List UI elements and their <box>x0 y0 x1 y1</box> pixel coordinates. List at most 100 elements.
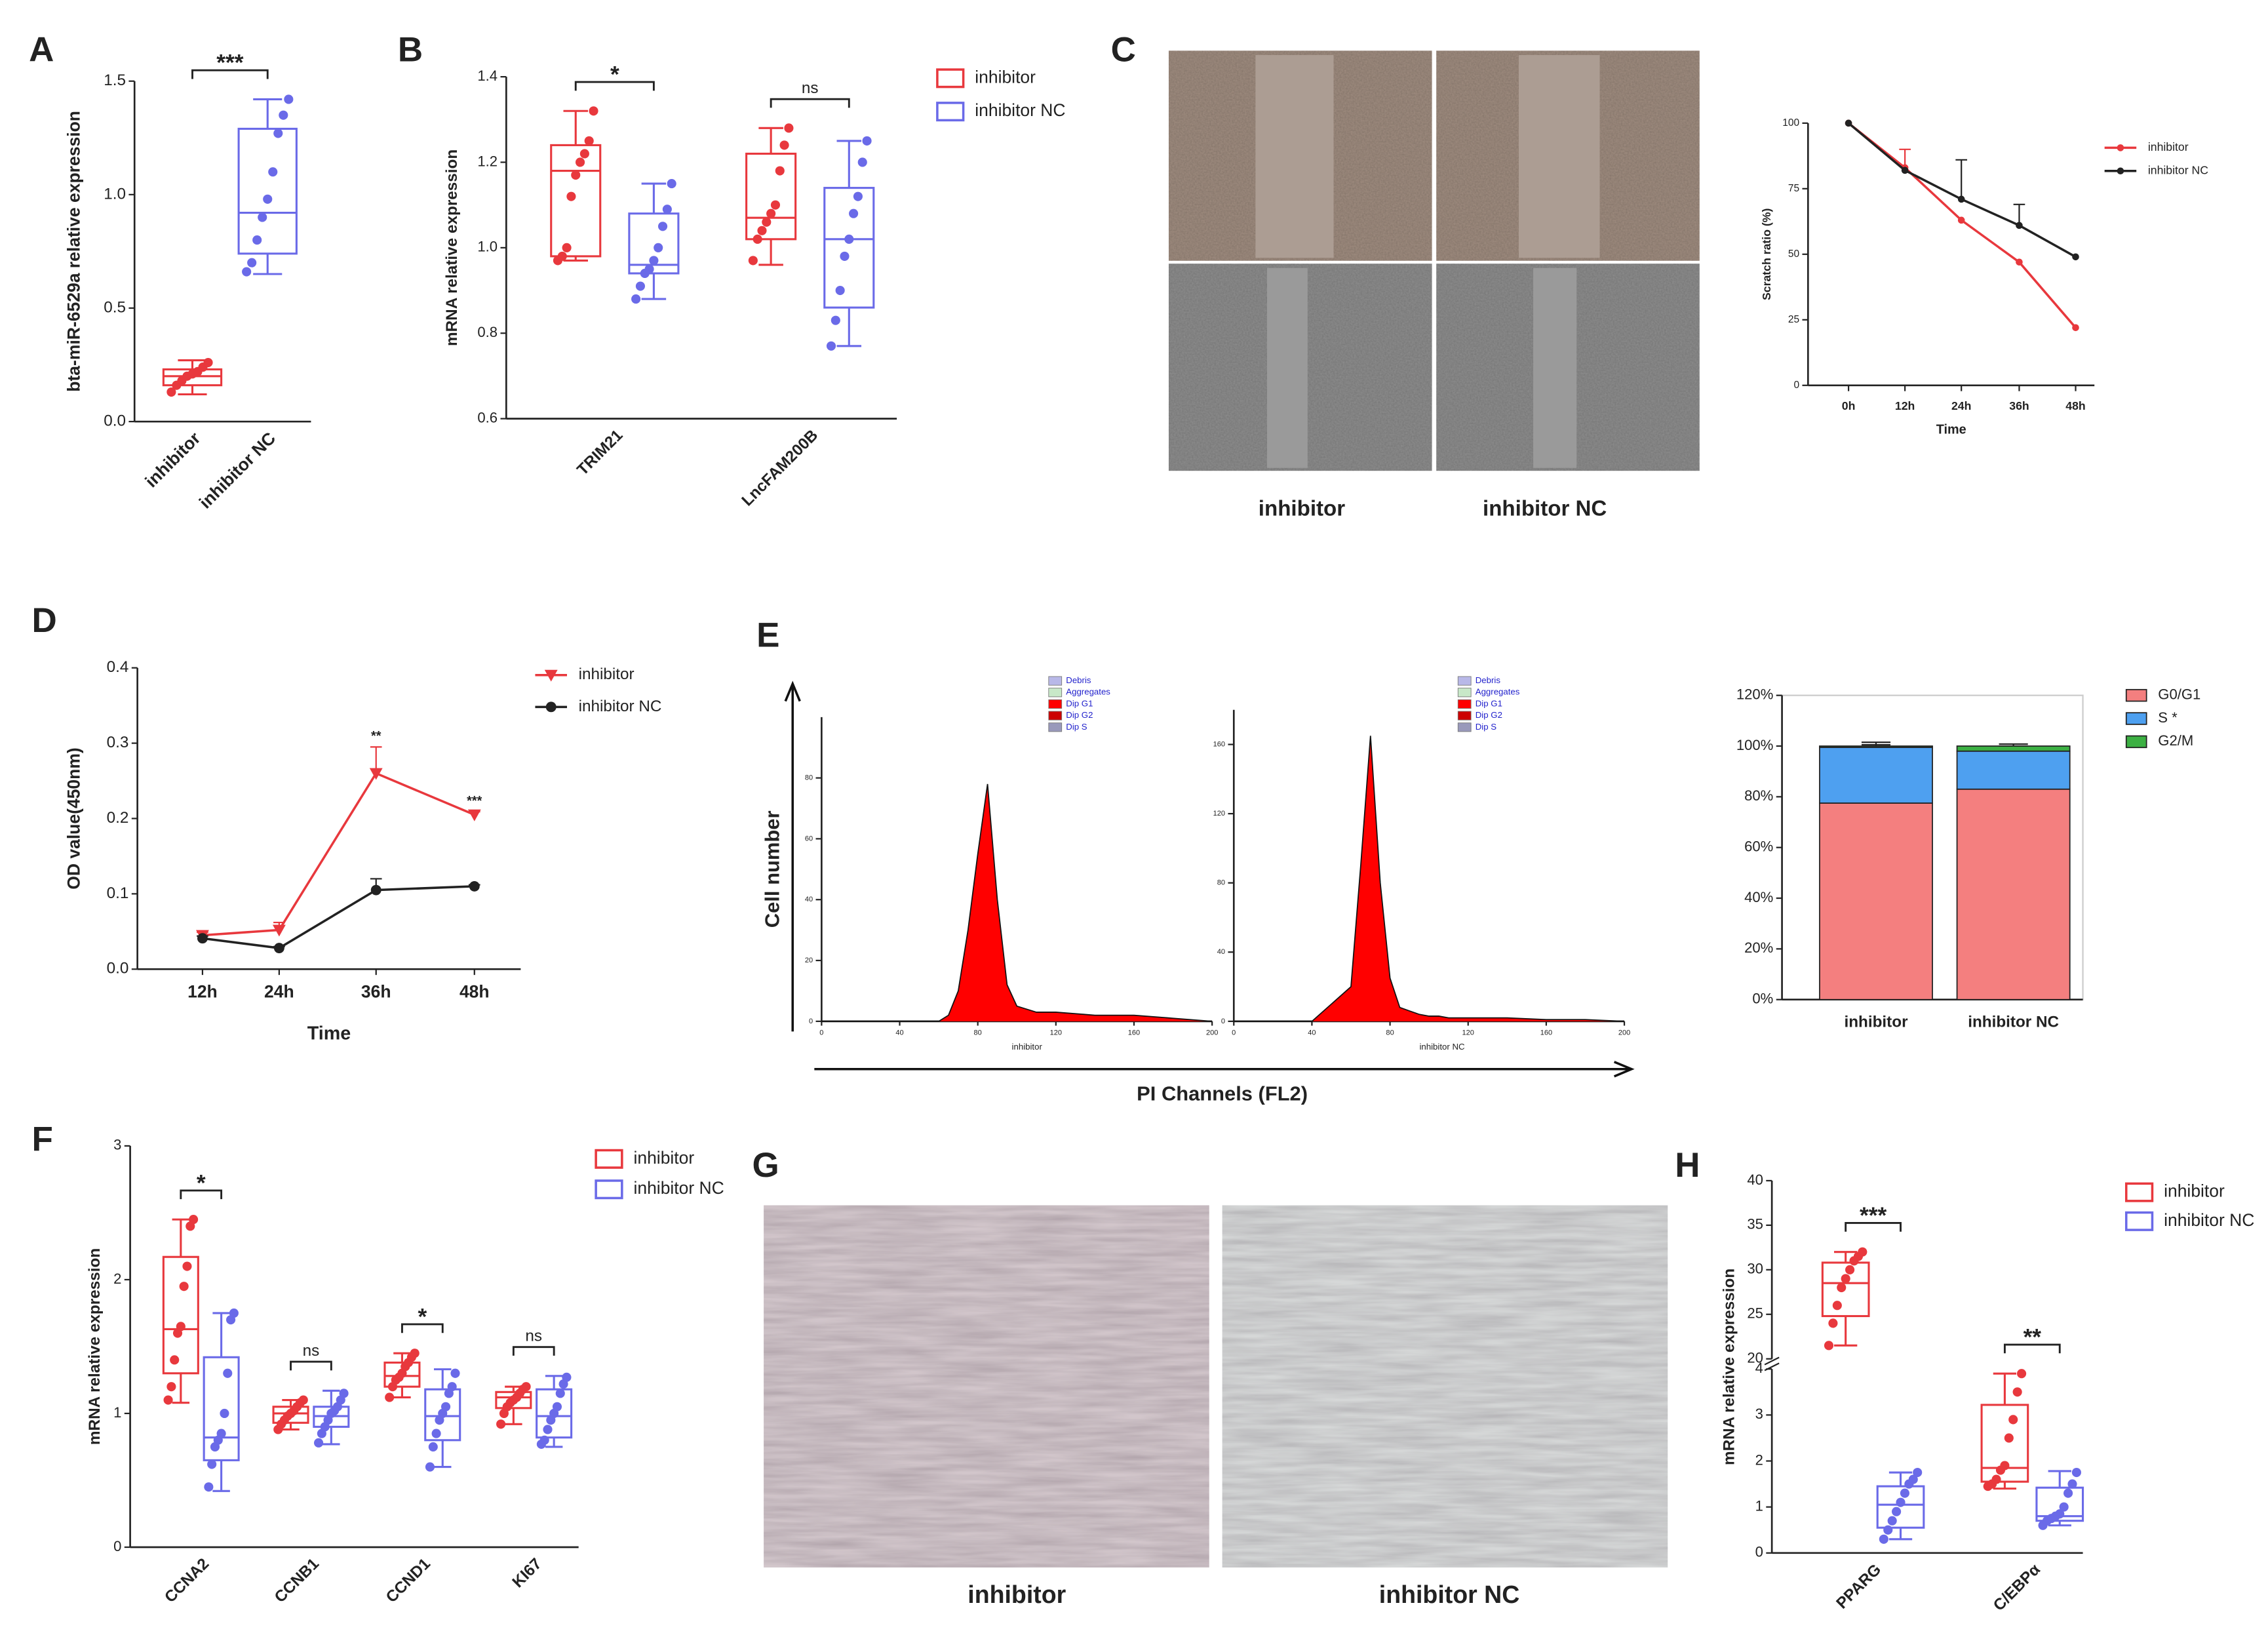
data-point <box>557 251 567 261</box>
legend-swatch <box>1048 722 1063 732</box>
data-point <box>2055 1509 2065 1519</box>
data-point <box>521 1382 531 1392</box>
error-bar <box>1999 743 2028 747</box>
legend-label: S * <box>2158 709 2178 726</box>
panel-letter: A <box>29 31 54 69</box>
legend-swatch <box>2124 1211 2154 1231</box>
sublabel: inhibitor NC <box>1419 1042 1465 1052</box>
x-tick-label: 24h <box>1951 399 1971 412</box>
data-point <box>170 1355 180 1365</box>
data-point <box>247 258 257 267</box>
significance-label: *** <box>216 50 243 76</box>
y-axis-label: mRNA relative expression <box>86 1248 104 1445</box>
y-tick-label: 1.2 <box>477 153 498 169</box>
data-point <box>2072 253 2079 261</box>
y-tick-label: 0% <box>1752 991 1773 1007</box>
legend-swatch <box>1457 722 1472 732</box>
data-point <box>179 1282 189 1292</box>
legend-swatch <box>1048 699 1063 709</box>
data-point <box>279 110 288 120</box>
y-tick-label: 40% <box>1744 889 1773 905</box>
y-tick-label: 3 <box>113 1137 121 1153</box>
data-point <box>207 1459 217 1469</box>
y-axis-label: mRNA relative expression <box>1721 1269 1738 1465</box>
data-point <box>1991 1474 2001 1484</box>
y-tick-label: 50 <box>1788 248 1799 260</box>
significance-label: *** <box>1860 1203 1887 1229</box>
image-label: inhibitor <box>1259 497 1345 521</box>
axis-arrow <box>784 680 801 1032</box>
y-tick-label: 1 <box>113 1404 121 1421</box>
data-point <box>272 924 286 937</box>
data-point <box>1828 1318 1838 1328</box>
x-tick-label: CCNA2 <box>161 1555 212 1606</box>
data-point <box>2072 324 2079 332</box>
significance-bracket <box>180 1189 223 1200</box>
data-point <box>784 123 794 133</box>
data-point <box>589 106 598 116</box>
y-tick-label: 1.0 <box>477 239 498 255</box>
y-tick-label: 80 <box>805 774 813 782</box>
bar-segment <box>1956 750 2071 790</box>
data-point <box>298 1395 308 1405</box>
data-point <box>447 1382 457 1392</box>
data-point <box>273 943 284 954</box>
data-point <box>1845 119 1852 127</box>
data-point <box>2117 144 2124 151</box>
legend-swatch <box>2125 688 2147 702</box>
scratch-gap <box>1518 54 1600 258</box>
x-tick-label: 160 <box>1540 1029 1552 1036</box>
x-tick-label: inhibitor NC <box>195 428 279 512</box>
y-tick-label: 120 <box>1213 810 1225 818</box>
box <box>823 187 875 309</box>
y-tick-label: 60% <box>1744 838 1773 855</box>
data-point <box>667 179 676 189</box>
scratch-gap <box>1255 54 1334 258</box>
data-point <box>826 341 836 351</box>
y-axis-label: Scratch ratio (%) <box>1760 208 1773 300</box>
histogram-area <box>821 783 1213 1022</box>
y-tick-label: 20% <box>1744 939 1773 956</box>
y-tick-label: 0.5 <box>104 298 126 316</box>
data-point <box>425 1462 435 1472</box>
y-tick-label: 40 <box>1217 948 1225 956</box>
x-tick-label: 200 <box>1618 1029 1630 1036</box>
data-point <box>203 357 213 368</box>
data-point <box>242 267 252 277</box>
legend-swatch <box>1457 699 1472 709</box>
x-tick-label: TRIM21 <box>574 426 626 479</box>
data-point <box>313 1438 324 1448</box>
data-point <box>762 217 772 227</box>
data-point <box>189 1215 199 1225</box>
data-point <box>770 200 781 210</box>
legend-swatch <box>1457 711 1472 720</box>
data-point <box>857 157 867 167</box>
error-bar <box>1861 743 1891 747</box>
data-point <box>1901 167 1909 174</box>
data-point <box>339 1389 349 1398</box>
data-point <box>1824 1341 1834 1351</box>
y-tick-label: 1.4 <box>477 68 498 84</box>
significance-bracket <box>191 69 269 79</box>
data-point <box>197 933 208 944</box>
scratch-gap <box>1533 267 1577 468</box>
panel-letter: H <box>1675 1146 1700 1185</box>
data-point <box>2000 1461 2010 1470</box>
x-tick-label: 40 <box>1308 1029 1316 1036</box>
image-label: inhibitor <box>968 1581 1066 1608</box>
data-point <box>410 1349 420 1358</box>
data-point <box>1900 1488 1909 1498</box>
data-point <box>1841 1274 1850 1284</box>
legend-label: Dip G2 <box>1066 710 1093 720</box>
data-point <box>469 880 480 892</box>
bar-segment <box>1956 745 2071 752</box>
legend-label: Debris <box>1476 675 1501 685</box>
x-tick-label: CCNB1 <box>271 1555 323 1606</box>
y-tick-label: 60 <box>805 835 813 842</box>
data-point <box>844 234 854 244</box>
box <box>162 1255 199 1375</box>
image-label: inhibitor NC <box>1483 497 1607 521</box>
y-tick-label: 0 <box>809 1017 813 1025</box>
